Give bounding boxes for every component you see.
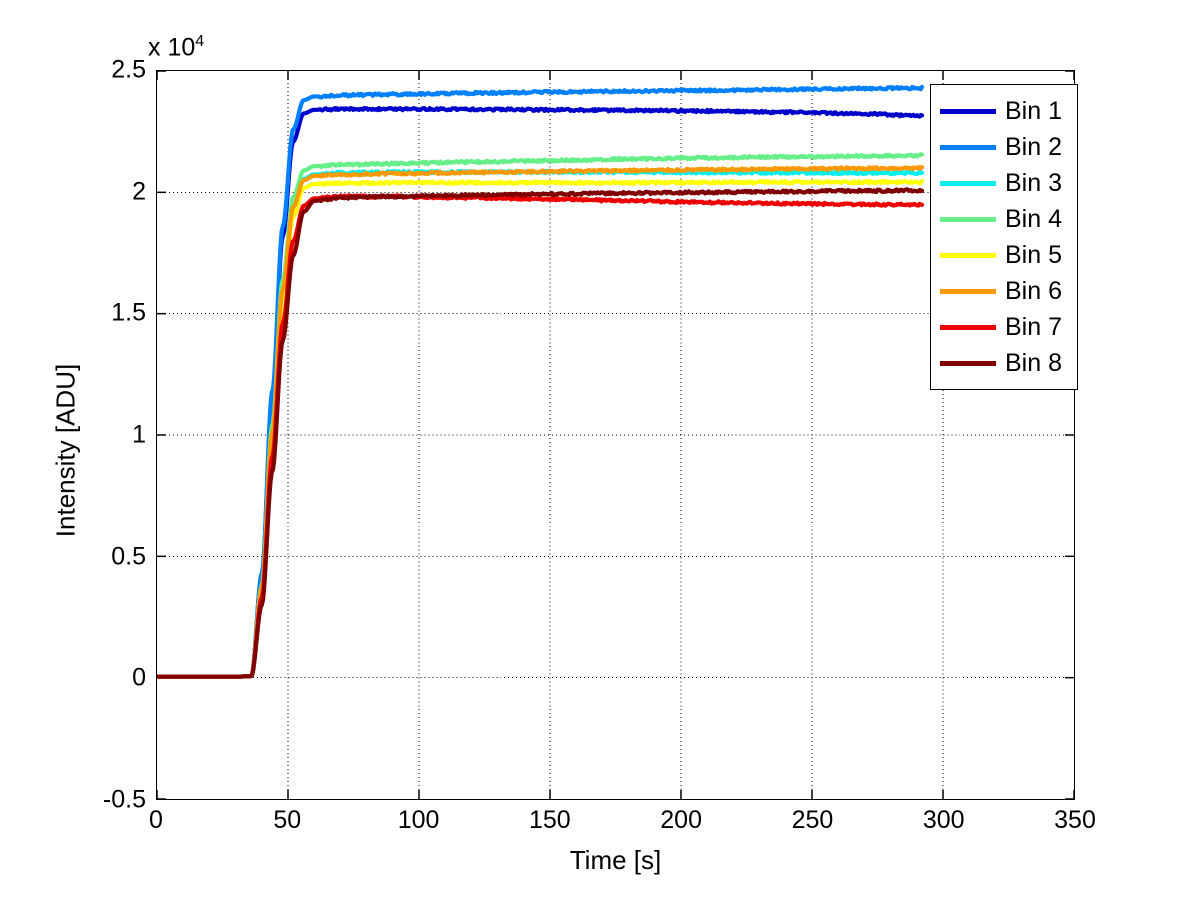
y-axis-exponent-base: x 10 [148,33,196,62]
x-axis-tick-label: 0 [149,806,163,834]
legend-color-swatch [940,144,996,150]
legend[interactable]: Bin 1 Bin 2 Bin 3 Bin 4 Bin 5 Bin 6 Bin 7 Bin 8 [930,84,1078,390]
x-axis-tick-label: 350 [1054,806,1096,834]
legend-color-swatch [940,252,996,258]
legend-item-bin-8[interactable]: Bin 8 [931,345,1077,381]
legend-item-label: Bin 8 [1005,348,1062,377]
legend-color-swatch [940,324,996,330]
y-axis-tick-label: 1.5 [111,298,146,327]
legend-color-swatch [940,288,996,294]
series-line-bin-4 [157,152,925,679]
series-line-bin-6 [157,164,925,679]
legend-item-label: Bin 1 [1005,96,1062,125]
data-series-layer [157,84,925,679]
x-axis-tick-label: 100 [397,806,440,834]
x-axis-tick-label: 50 [273,806,302,834]
legend-item-bin-6[interactable]: Bin 6 [931,273,1077,309]
legend-color-swatch [940,180,996,186]
legend-item-bin-1[interactable]: Bin 1 [931,93,1077,129]
x-axis-title: Time [s] [569,845,662,875]
y-axis-tick-label: 2 [132,177,146,206]
legend-item-label: Bin 2 [1005,132,1062,161]
x-axis-tick-label: 250 [791,806,834,834]
legend-color-swatch [940,216,996,222]
x-axis-tick-label: 150 [528,806,571,834]
y-axis-exponent-power: 4 [195,33,205,50]
series-line-bin-2 [157,84,925,679]
x-axis-tick-label: 200 [660,806,702,834]
grid-lines [157,71,1074,799]
plot-area [156,70,1075,800]
x-axis-tick-label: 300 [922,806,965,834]
legend-item-label: Bin 7 [1005,312,1062,341]
legend-item-bin-2[interactable]: Bin 2 [931,129,1077,165]
y-axis-tick-label: 1 [132,420,146,449]
legend-item-label: Bin 6 [1005,276,1062,305]
y-axis-tick-label: 2.5 [111,55,146,84]
legend-color-swatch [940,108,996,114]
series-line-bin-8 [157,187,925,679]
legend-item-label: Bin 5 [1005,240,1062,269]
legend-item-bin-7[interactable]: Bin 7 [931,309,1077,345]
y-axis-tick-label: -0.5 [102,785,146,814]
legend-item-label: Bin 3 [1005,168,1062,197]
y-axis-exponent-label: x 104 [148,33,204,62]
legend-item-bin-4[interactable]: Bin 4 [931,201,1077,237]
legend-color-swatch [940,360,996,366]
y-axis-tick-label: 0 [132,663,146,692]
legend-item-label: Bin 4 [1005,204,1062,233]
y-axis-tick-label: 0.5 [111,542,146,571]
legend-item-bin-5[interactable]: Bin 5 [931,237,1077,273]
legend-item-bin-3[interactable]: Bin 3 [931,165,1077,201]
